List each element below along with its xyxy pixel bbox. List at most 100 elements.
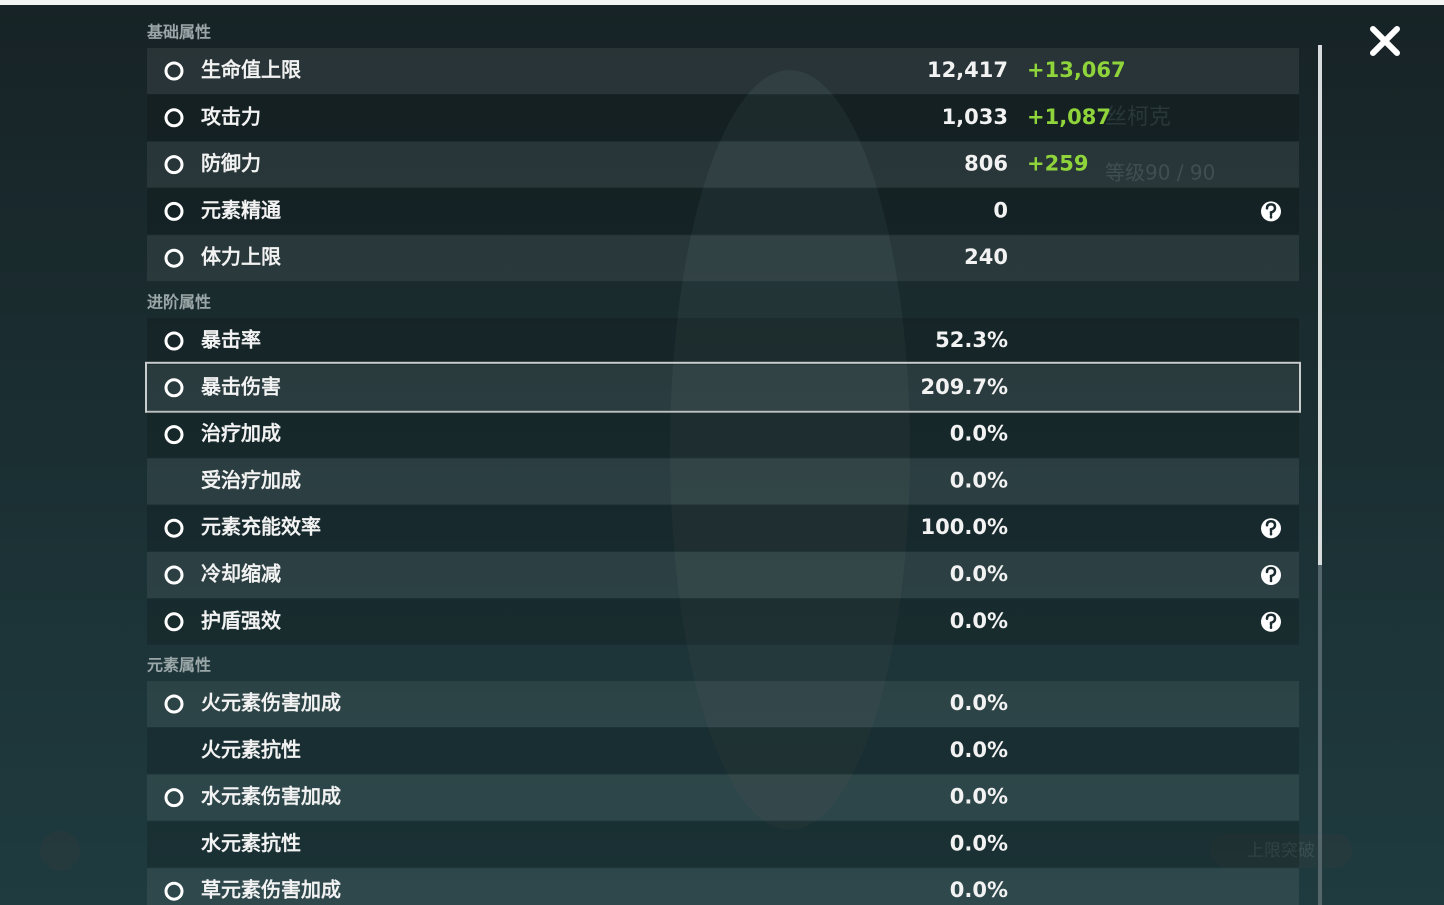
- stat-row[interactable]: 防御力 806 +259: [147, 141, 1299, 188]
- stat-row[interactable]: 暴击率 52.3%: [147, 318, 1299, 364]
- stat-label: 草元素伤害加成: [201, 878, 341, 902]
- row-background: [147, 598, 1299, 645]
- stat-value: 0.0%: [950, 422, 1008, 446]
- stat-icon: [164, 694, 184, 714]
- stat-value: 0.0%: [950, 468, 1008, 492]
- row-background: [147, 411, 1299, 458]
- stat-value: 0.0%: [950, 691, 1008, 715]
- stat-row[interactable]: 护盾强效 0.0%: [147, 598, 1299, 645]
- row-background: [147, 235, 1299, 282]
- stat-icon: [164, 155, 184, 175]
- stat-label: 水元素抗性: [201, 831, 301, 855]
- stat-icon: [164, 788, 184, 808]
- scrollbar-thumb[interactable]: [1318, 45, 1322, 565]
- row-background: [147, 868, 1299, 905]
- row-background: [147, 821, 1299, 868]
- stat-label: 受治疗加成: [201, 468, 301, 492]
- stat-value: 1,033: [942, 105, 1008, 129]
- stat-value: 52.3%: [935, 328, 1008, 352]
- row-background: [147, 48, 1299, 94]
- help-mark: [1265, 566, 1277, 583]
- stat-icon: [164, 201, 184, 221]
- stat-bonus: +13,067: [1027, 58, 1126, 82]
- stat-value: 0.0%: [950, 738, 1008, 762]
- stat-row[interactable]: 体力上限 240: [147, 235, 1299, 282]
- stat-label: 火元素伤害加成: [201, 691, 341, 715]
- stat-icon: [164, 565, 184, 585]
- row-background: [147, 505, 1299, 552]
- stat-icon: [164, 248, 184, 268]
- stat-bonus: +259: [1027, 152, 1088, 176]
- section-title: 基础属性: [146, 23, 211, 42]
- stat-label: 暴击率: [201, 328, 261, 352]
- stat-row[interactable]: 水元素抗性 0.0%: [147, 821, 1299, 868]
- stat-value: 806: [964, 152, 1008, 176]
- stat-row[interactable]: 火元素抗性 0.0%: [147, 727, 1299, 774]
- stat-row[interactable]: 水元素伤害加成 0.0%: [147, 774, 1299, 821]
- stat-row[interactable]: 火元素伤害加成 0.0%: [147, 681, 1299, 727]
- stat-label: 生命值上限: [201, 58, 301, 82]
- stat-icon: [164, 612, 184, 632]
- row-background: [147, 774, 1299, 821]
- stat-row[interactable]: 元素精通 0: [147, 188, 1299, 235]
- stat-label: 暴击伤害: [201, 374, 281, 398]
- row-background: [147, 94, 1299, 141]
- stat-icon: [164, 425, 184, 445]
- stat-label: 攻击力: [201, 104, 261, 128]
- menu-button[interactable]: [40, 831, 80, 871]
- row-background: [147, 681, 1299, 727]
- stat-value: 0.0%: [950, 785, 1008, 809]
- stat-row[interactable]: 元素充能效率 100.0%: [147, 505, 1299, 552]
- stat-icon: [164, 331, 184, 351]
- stat-icon: [164, 108, 184, 128]
- stat-label: 水元素伤害加成: [201, 784, 341, 808]
- stat-row[interactable]: 生命值上限 12,417 +13,067: [147, 48, 1299, 94]
- stat-icon: [164, 378, 184, 398]
- help-mark: [1265, 519, 1277, 536]
- stat-value: 0.0%: [950, 609, 1008, 633]
- row-background: [147, 552, 1299, 598]
- stat-label: 火元素抗性: [201, 737, 301, 761]
- stat-value: 0.0%: [950, 878, 1008, 902]
- stat-icon: [164, 518, 184, 538]
- stat-label: 护盾强效: [201, 608, 281, 632]
- close-button[interactable]: [1370, 26, 1400, 56]
- stat-label: 治疗加成: [201, 421, 281, 445]
- stat-row[interactable]: 草元素伤害加成 0.0%: [147, 868, 1299, 905]
- stat-row[interactable]: 受治疗加成 0.0%: [147, 458, 1299, 505]
- top-strip: [0, 0, 1444, 5]
- stat-bonus: +1,087: [1027, 105, 1111, 129]
- row-background: [147, 458, 1299, 505]
- section-title: 元素属性: [147, 656, 211, 675]
- stat-label: 防御力: [201, 151, 261, 175]
- stat-value: 209.7%: [921, 375, 1008, 399]
- stat-label: 体力上限: [201, 245, 281, 269]
- stat-icon: [164, 881, 184, 901]
- ascend-button[interactable]: [1210, 834, 1352, 868]
- stat-value: 0: [993, 198, 1008, 222]
- stat-value: 0.0%: [950, 831, 1008, 855]
- stat-value: 100.0%: [921, 515, 1008, 539]
- level: 等级90 / 90: [1105, 161, 1215, 185]
- ascend-label: 上限突破: [1247, 841, 1315, 861]
- row-background: [147, 188, 1299, 235]
- stat-row[interactable]: 攻击力 1,033 +1,087: [147, 94, 1299, 141]
- stat-row[interactable]: 暴击伤害 209.7%: [145, 361, 1301, 413]
- character-silhouette: [670, 70, 910, 830]
- help-mark: [1265, 203, 1277, 219]
- stat-row[interactable]: 治疗加成 0.0%: [147, 411, 1299, 458]
- close-icon[interactable]: [1370, 26, 1400, 56]
- stat-label: 冷却缩减: [201, 562, 281, 586]
- stat-value: 0.0%: [950, 562, 1008, 586]
- row-background: [147, 141, 1299, 188]
- row-background: [147, 364, 1299, 411]
- stat-value: 12,417: [927, 58, 1008, 82]
- character-name: 丝柯克: [1105, 105, 1171, 130]
- row-highlight: [145, 361, 1301, 413]
- stat-icon: [164, 61, 184, 81]
- row-background: [147, 727, 1299, 774]
- stat-value: 240: [964, 245, 1008, 269]
- stat-row[interactable]: 冷却缩减 0.0%: [147, 552, 1299, 598]
